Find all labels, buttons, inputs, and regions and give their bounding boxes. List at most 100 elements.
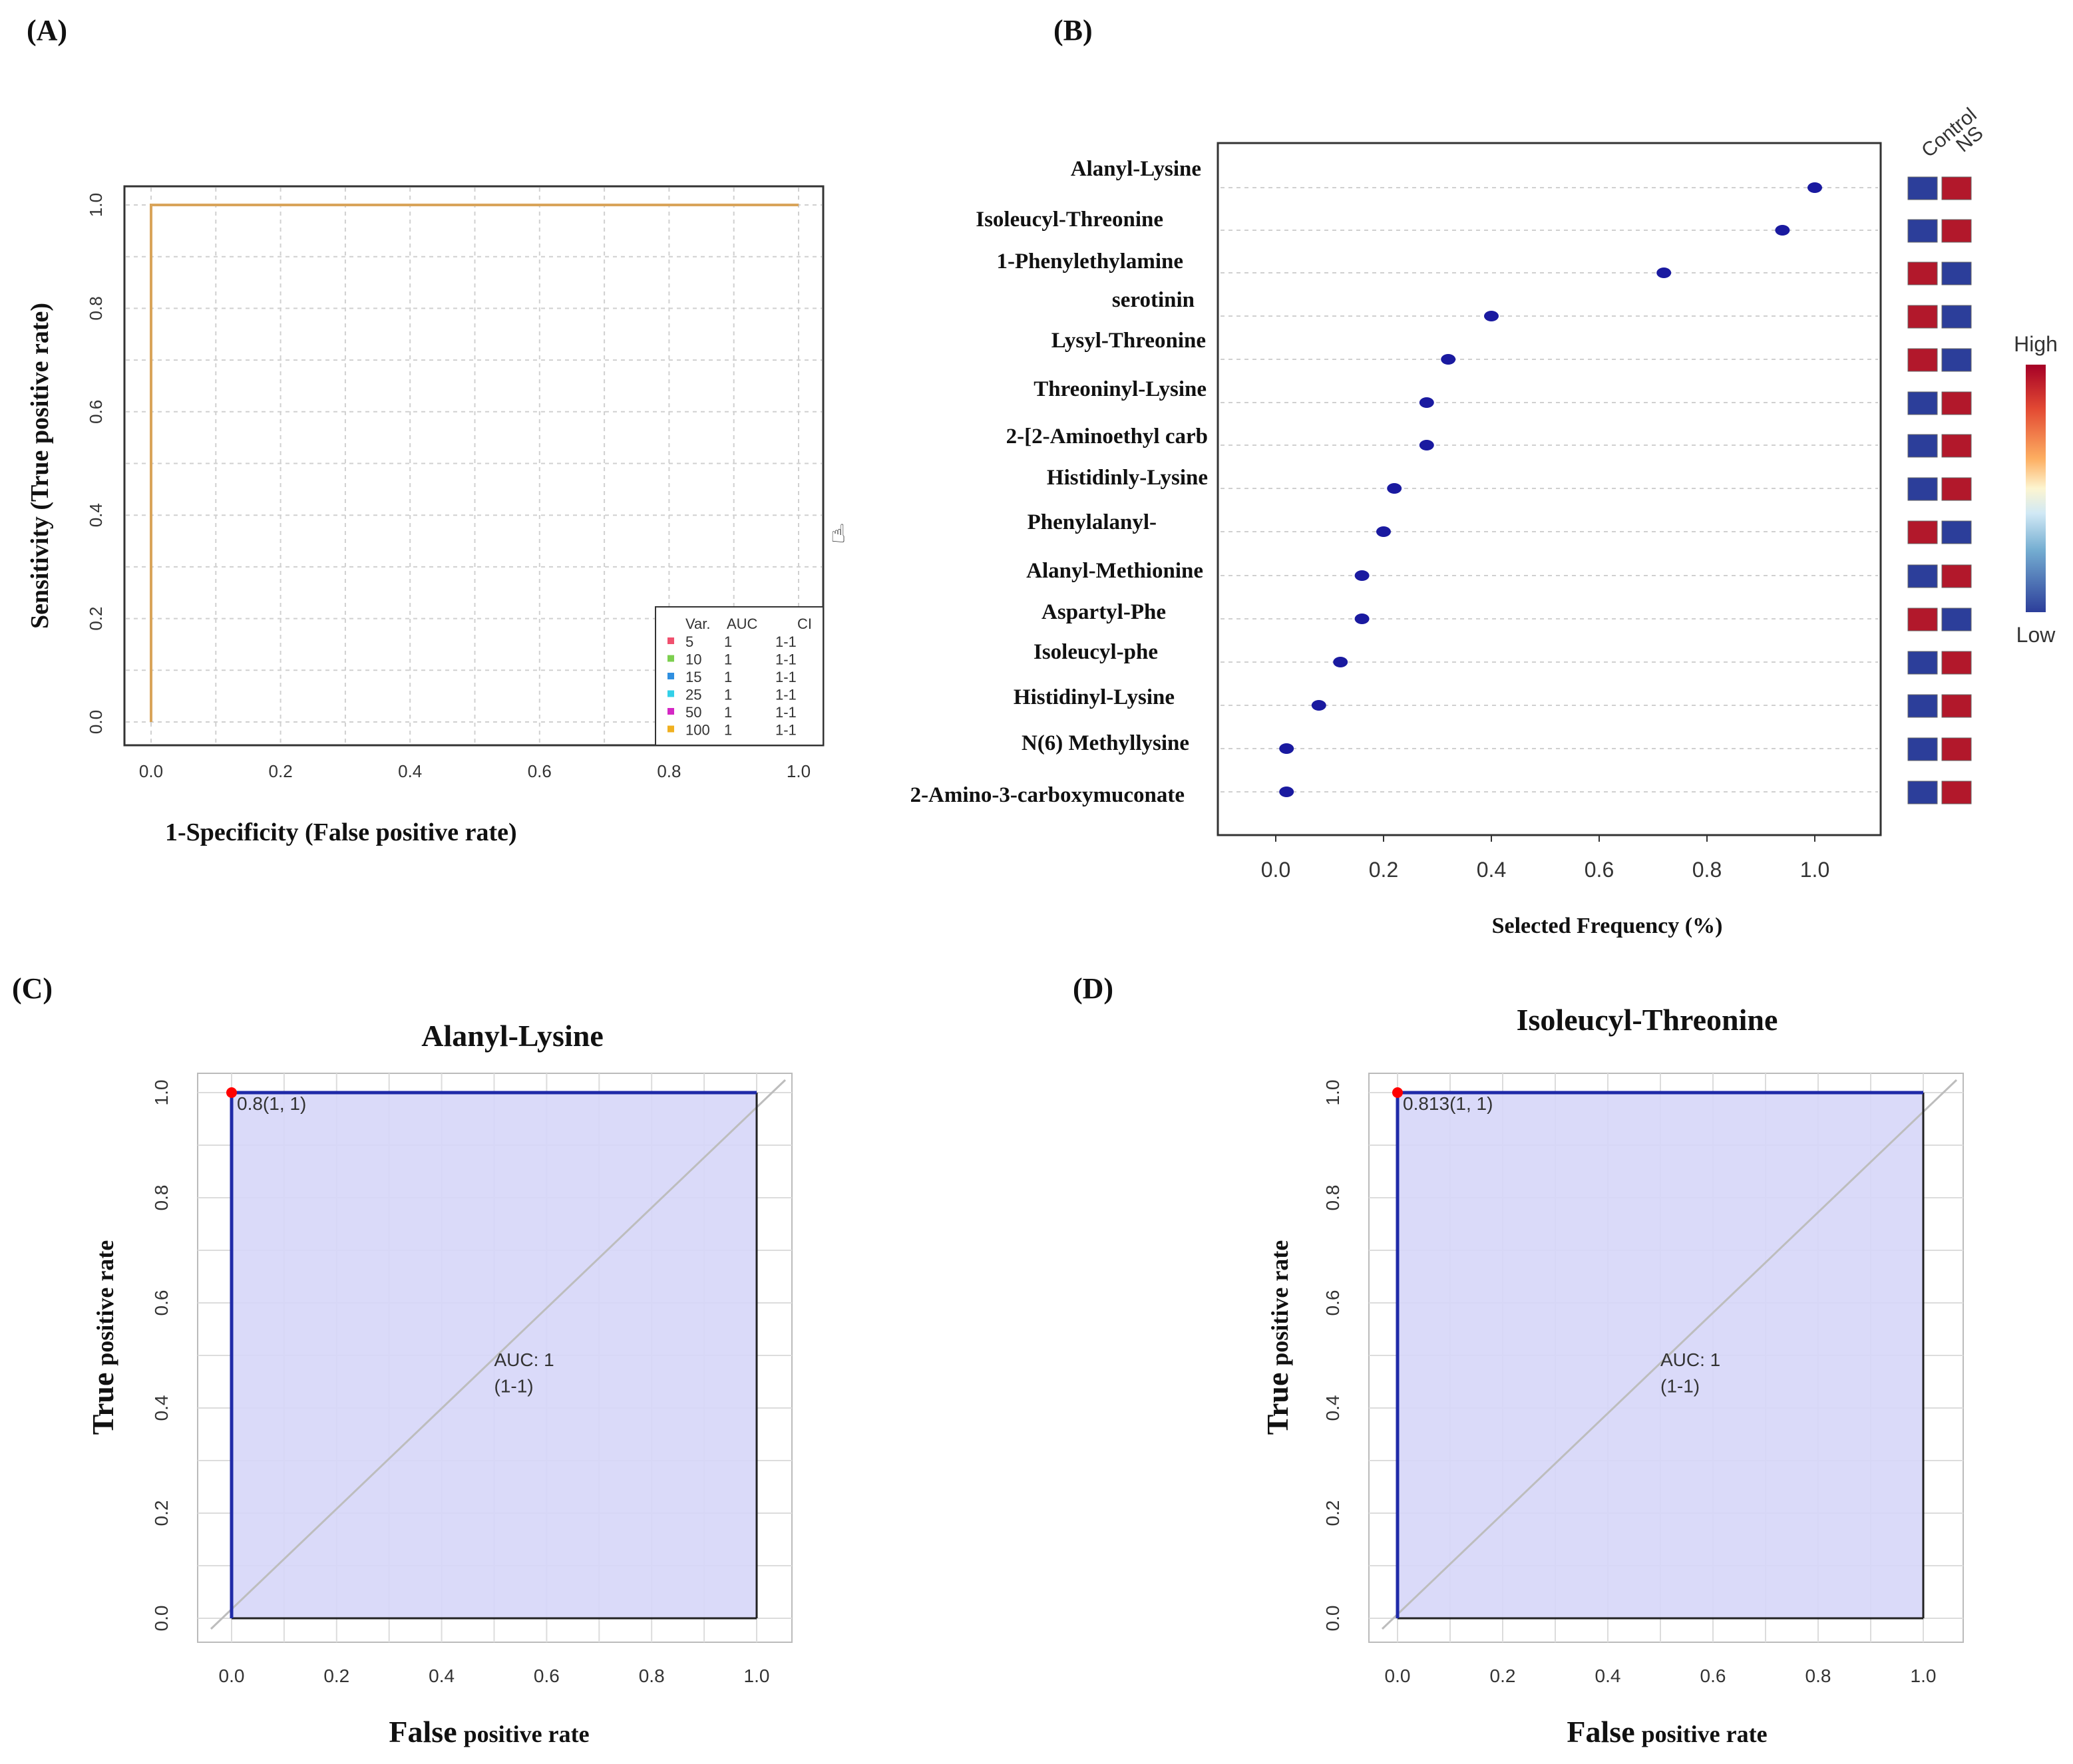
heat-cell-control xyxy=(1907,348,1938,372)
x-tick-label: 0.8 xyxy=(1692,858,1722,882)
cutoff-label: 0.813(1, 1) xyxy=(1403,1093,1493,1114)
y-tick-label: 0.8 xyxy=(1322,1185,1343,1211)
heat-cell-control xyxy=(1907,608,1938,631)
panel-c-ylabel-big: True xyxy=(86,1373,120,1435)
cutoff-label: 0.8(1, 1) xyxy=(237,1093,306,1114)
cutoff-point xyxy=(1392,1087,1403,1098)
panel-label-b: (B) xyxy=(1053,14,1093,47)
legend-ci: 1-1 xyxy=(775,669,797,685)
hand-cursor-icon: ☝ xyxy=(831,519,846,548)
ci-label: (1-1) xyxy=(1660,1375,1700,1396)
feature-label: Alanyl-Methionine xyxy=(1026,559,1203,583)
panel-c-xlabel-big: False xyxy=(389,1715,457,1749)
x-tick-label: 0.0 xyxy=(1261,858,1290,882)
x-tick-label: 1.0 xyxy=(787,761,811,781)
y-tick-label: 0.2 xyxy=(1322,1500,1343,1526)
feature-label: Aspartyl-Phe xyxy=(1041,600,1166,624)
heat-cell-ns xyxy=(1941,219,1972,243)
feature-label: 2-[2-Aminoethyl carb xyxy=(1006,425,1208,448)
y-tick-label: 0.6 xyxy=(151,1290,172,1316)
heat-cell-ns xyxy=(1941,737,1972,761)
feature-label: Histidinly-Lysine xyxy=(1047,466,1208,490)
x-tick-label: 0.4 xyxy=(398,761,422,781)
heat-cell-ns xyxy=(1941,348,1972,372)
heat-cell-control xyxy=(1907,781,1938,804)
heat-cell-control xyxy=(1907,305,1938,329)
frequency-dot xyxy=(1354,614,1370,624)
panel-label-d: (D) xyxy=(1073,972,1113,1005)
heat-cell-ns xyxy=(1941,651,1972,675)
x-tick-label: 0.2 xyxy=(269,761,293,781)
panel-label-c: (C) xyxy=(12,972,53,1005)
x-tick-label: 0.4 xyxy=(1595,1666,1621,1686)
x-tick-label: 0.6 xyxy=(1700,1666,1726,1686)
y-tick-label: 1.0 xyxy=(1322,1080,1343,1106)
y-tick-label: 0.4 xyxy=(1322,1395,1343,1421)
heat-cell-control xyxy=(1907,694,1938,718)
feature-label: Isoleucyl-Threonine xyxy=(976,208,1163,232)
panel-label-a: (A) xyxy=(27,14,67,47)
feature-label: Threoninyl-Lysine xyxy=(1034,377,1207,401)
frequency-dot xyxy=(1419,397,1434,408)
feature-label: Histidinyl-Lysine xyxy=(1014,685,1175,709)
heat-cell-ns xyxy=(1941,520,1972,544)
feature-label: Phenylalanyl- xyxy=(1028,510,1157,534)
frequency-dot xyxy=(1279,787,1294,797)
x-tick-label: 1.0 xyxy=(1911,1666,1937,1686)
panel-d-title: Isoleucyl-Threonine xyxy=(1517,1003,1778,1037)
panel-b-xlabel: Selected Frequency (%) xyxy=(1492,914,1723,938)
legend-var: 10 xyxy=(685,651,701,668)
diagonal-reference-line xyxy=(1381,1079,1958,1630)
heat-cell-ns xyxy=(1941,305,1972,329)
panel-b-plot-frame xyxy=(1217,142,1882,836)
legend-ci: 1-1 xyxy=(775,704,797,721)
legend-auc: 1 xyxy=(724,722,732,739)
panel-d-xlabel-rest: positive rate xyxy=(1642,1721,1768,1747)
legend-auc: 1 xyxy=(724,669,732,685)
y-tick-label: 0.8 xyxy=(86,296,106,320)
legend-ci: 1-1 xyxy=(775,687,797,703)
panel-a-ticks: 0.0 0.2 0.4 0.6 0.8 1.0 0.0 0.2 0.4 0.6 0.8 1.0 xyxy=(86,193,811,781)
x-tick-label: 1.0 xyxy=(1800,858,1829,882)
diagonal-reference-line xyxy=(210,1079,787,1630)
y-tick-label: 0.8 xyxy=(151,1185,172,1211)
legend-ci: 1-1 xyxy=(775,651,797,668)
frequency-dot xyxy=(1441,354,1456,365)
legend-var: 5 xyxy=(685,633,693,650)
heatmap-color-key xyxy=(2026,365,2046,612)
y-tick-label: 0.2 xyxy=(151,1500,172,1526)
y-tick-label: 1.0 xyxy=(151,1080,172,1106)
legend-box xyxy=(655,606,824,746)
legend-header-var: Var. xyxy=(685,616,711,632)
x-tick-label: 0.6 xyxy=(528,761,552,781)
auc-area xyxy=(232,1093,757,1618)
legend-auc: 1 xyxy=(724,633,732,650)
legend-swatch xyxy=(667,708,674,715)
heat-cell-control xyxy=(1907,434,1938,458)
panel-a-lines xyxy=(150,204,799,722)
feature-label: N(6) Methyllysine xyxy=(1022,731,1189,755)
heat-cell-ns xyxy=(1941,694,1972,718)
panel-a-xlabel: 1-Specificity (False positive rate) xyxy=(165,818,517,846)
y-tick-label: 0.6 xyxy=(86,400,106,424)
feature-label: Alanyl-Lysine xyxy=(1071,157,1201,181)
x-tick-label: 0.2 xyxy=(323,1666,349,1686)
heat-cell-control xyxy=(1907,391,1938,415)
feature-label: Isoleucyl-phe xyxy=(1034,640,1158,664)
y-tick-label: 0.0 xyxy=(1322,1606,1343,1632)
frequency-dot xyxy=(1656,267,1672,278)
legend-header-ci: CI xyxy=(797,616,812,632)
legend-var: 15 xyxy=(685,669,701,685)
x-tick-label: 0.0 xyxy=(1385,1666,1411,1686)
heat-cell-control xyxy=(1907,219,1938,243)
frequency-dot xyxy=(1484,311,1499,321)
x-tick-label: 1.0 xyxy=(744,1666,770,1686)
frequency-dot xyxy=(1807,182,1822,193)
heatmap-key-low: Low xyxy=(2016,623,2056,647)
legend-swatch xyxy=(667,725,674,733)
x-tick-label: 0.2 xyxy=(1369,858,1398,882)
panel-a-roc-chart: 0.0 0.2 0.4 0.6 0.8 1.0 0.0 0.2 0.4 0.6 0.8 1.0 Var… xyxy=(26,185,846,846)
frequency-dot xyxy=(1387,483,1402,494)
heat-cell-ns xyxy=(1941,434,1972,458)
